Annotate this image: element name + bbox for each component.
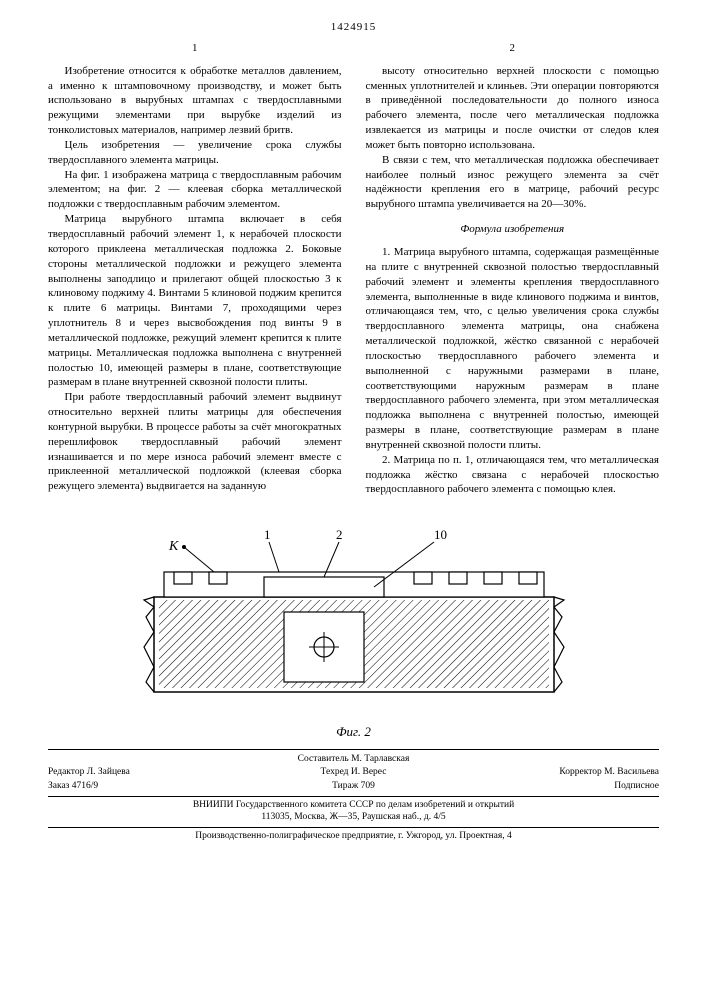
document-number: 1424915 — [48, 20, 659, 35]
footer: Составитель М. Тарлавская Редактор Л. За… — [48, 749, 659, 843]
footer-tirazh: Тираж 709 — [252, 781, 456, 793]
footer-inst2: 113035, Москва, Ж—35, Раушская наб., д. … — [48, 812, 659, 824]
text-columns: 1 Изобретение относится к обработке мета… — [48, 41, 659, 497]
right-column: 2 высоту относительно верхней плоскости … — [366, 41, 660, 497]
claim-1: 1. Матрица вырубного штампа, содержащая … — [366, 245, 660, 453]
figure-label-k: К — [168, 539, 179, 554]
left-column-number: 1 — [48, 41, 342, 56]
left-p1: Изобретение относится к обработке металл… — [48, 64, 342, 138]
right-p2: В связи с тем, что металлическая подложк… — [366, 153, 660, 212]
footer-composer: Составитель М. Тарлавская — [48, 754, 659, 766]
left-p2: Цель изобретения — увеличение срока служ… — [48, 138, 342, 168]
formula-title: Формула изобретения — [366, 222, 660, 237]
left-p4: Матрица вырубного штампа включает в себя… — [48, 212, 342, 390]
footer-inst3: Производственно-полиграфическое предприя… — [48, 831, 659, 843]
figure-label-1: 1 — [264, 527, 271, 542]
right-column-number: 2 — [366, 41, 660, 56]
footer-corrector: Корректор М. Васильева — [455, 767, 659, 779]
figure-label-2: 2 — [336, 527, 343, 542]
figure-caption: Фиг. 2 — [48, 723, 659, 741]
left-p3: На фиг. 1 изображена матрица с твердоспл… — [48, 168, 342, 213]
left-column: 1 Изобретение относится к обработке мета… — [48, 41, 342, 497]
claim-2: 2. Матрица по п. 1, отличающаяся тем, чт… — [366, 453, 660, 498]
footer-order: Заказ 4716/9 — [48, 781, 252, 793]
footer-editor: Редактор Л. Зайцева — [48, 767, 252, 779]
right-p1: высоту относительно верхней плоскости с … — [366, 64, 660, 153]
left-p5: При работе твердосплавный рабочий элемен… — [48, 390, 342, 494]
footer-sub: Подписное — [455, 781, 659, 793]
figure-label-10: 10 — [434, 527, 447, 542]
figure-2-drawing: К 1 2 10 — [114, 517, 594, 717]
footer-inst1: ВНИИПИ Государственного комитета СССР по… — [48, 800, 659, 812]
page: 1424915 1 Изобретение относится к обрабо… — [0, 0, 707, 1000]
footer-tech: Техред И. Верес — [252, 767, 456, 779]
